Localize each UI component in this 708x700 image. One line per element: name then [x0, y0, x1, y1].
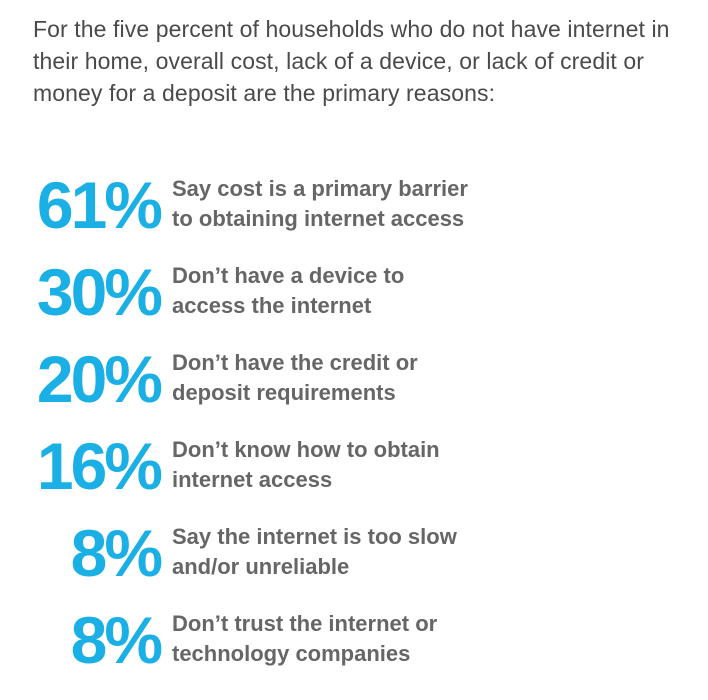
stat-description: Say cost is a primary barrier to obtaini… — [172, 176, 468, 231]
stat-description: Don’t have the credit or deposit require… — [172, 350, 418, 405]
stat-item: 30% Don’t have a device to access the in… — [0, 255, 708, 342]
stat-percentage: 16% — [36, 429, 163, 503]
stat-item: 8% Say the internet is too slow and/or u… — [0, 516, 708, 603]
stat-percentage: 20% — [36, 342, 163, 416]
stat-description: Don’t have a device to access the intern… — [172, 263, 405, 318]
stats-list: 61% Say cost is a primary barrier to obt… — [0, 168, 708, 690]
intro-paragraph: For the five percent of households who d… — [33, 16, 670, 106]
stat-percentage: 8% — [70, 516, 163, 590]
stat-description: Say the internet is too slow and/or unre… — [172, 524, 457, 579]
stat-item: 16% Don’t know how to obtain internet ac… — [0, 429, 708, 516]
stat-description: Don’t trust the internet or technology c… — [172, 611, 438, 666]
stat-item: 8% Don’t trust the internet or technolog… — [0, 603, 708, 690]
stat-item: 61% Say cost is a primary barrier to obt… — [0, 168, 708, 255]
stat-percentage: 8% — [70, 603, 163, 677]
stat-percentage: 30% — [36, 255, 163, 329]
stat-percentage: 61% — [36, 168, 163, 242]
stat-item: 20% Don’t have the credit or deposit req… — [0, 342, 708, 429]
stat-description: Don’t know how to obtain internet access — [172, 437, 440, 492]
